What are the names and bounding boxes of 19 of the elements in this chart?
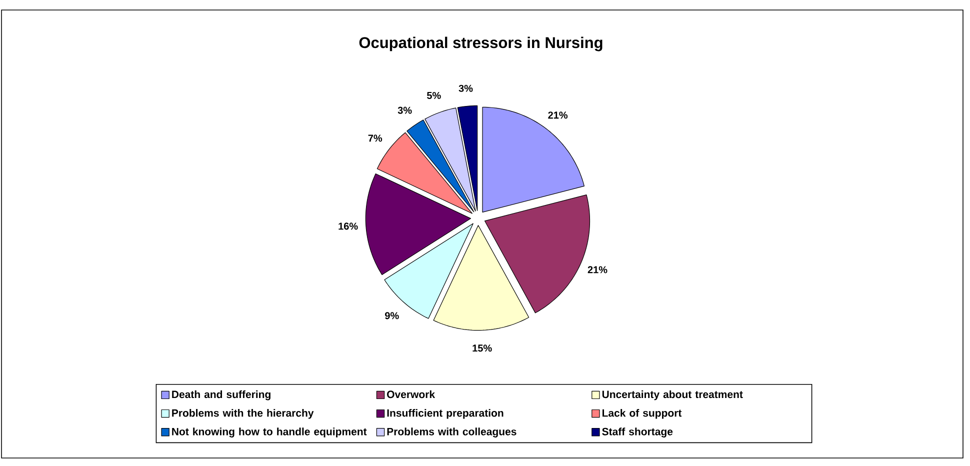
data-label: 15% — [472, 344, 492, 352]
data-label: 9% — [385, 312, 399, 320]
legend-label: Uncertainty about treatment — [602, 390, 743, 400]
data-label: 5% — [426, 92, 441, 100]
legend-label: Insufficient preparation — [387, 408, 504, 419]
data-label: 21% — [548, 112, 568, 119]
data-label: 21% — [588, 266, 608, 274]
legend-label: Death and suffering — [172, 390, 270, 400]
legend-label: Overwork — [387, 390, 436, 398]
data-label: 16% — [338, 222, 358, 230]
data-label: 7% — [368, 134, 382, 142]
legend-label: Lack of support — [602, 408, 682, 419]
legend-label: Not knowing how to handle equipment — [172, 428, 367, 438]
data-label: 3% — [458, 84, 473, 92]
legend-label: Problems with the hierarchy — [172, 408, 314, 419]
legend-label: Staff shortage — [602, 428, 673, 438]
legend-label: Problems with colleagues — [387, 428, 516, 438]
data-label: 3% — [398, 106, 412, 114]
chart-title: Ocupational stressors in Nursing — [359, 36, 602, 52]
